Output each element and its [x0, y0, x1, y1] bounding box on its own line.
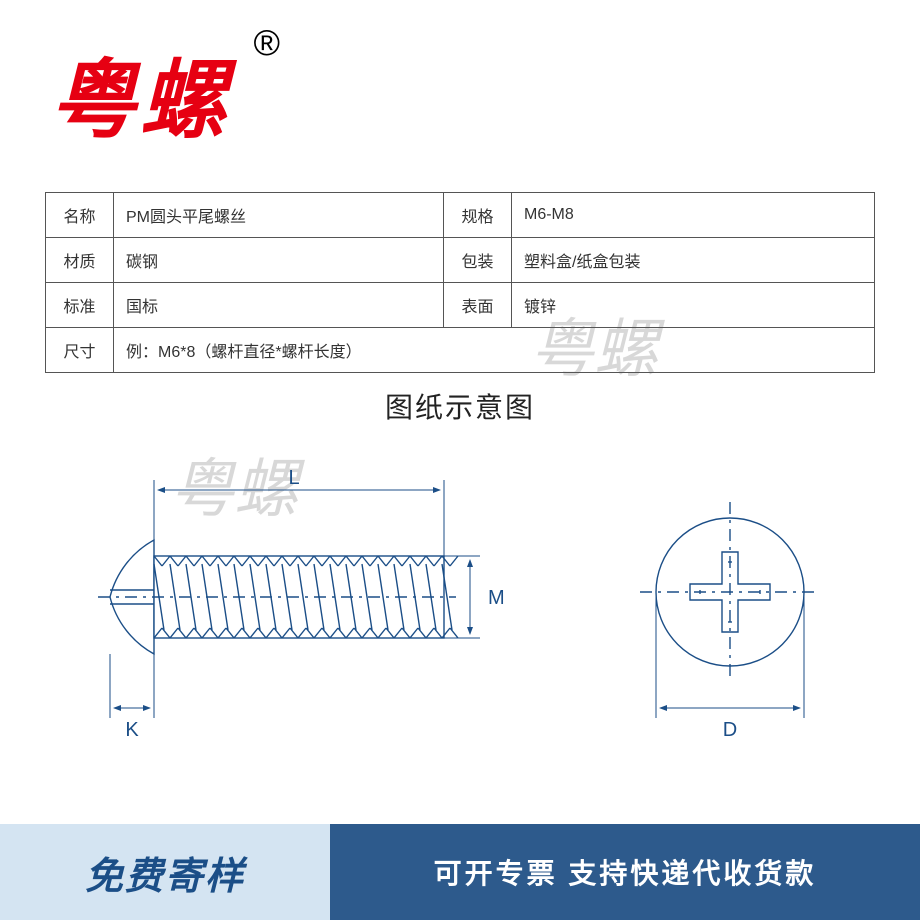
value-spec: M6-M8	[512, 193, 875, 238]
diagram-title: 图纸示意图	[0, 386, 920, 426]
dim-label-L: L	[288, 467, 299, 489]
value-package: 塑料盒/纸盒包装	[512, 238, 875, 283]
table-row: 尺寸 例：M6*8（螺杆直径*螺杆长度）	[46, 328, 875, 373]
spec-table: 名称 PM圆头平尾螺丝 规格 M6-M8 材质 碳钢 包装 塑料盒/纸盒包装 标…	[45, 192, 875, 373]
dim-label-M: M	[488, 587, 505, 609]
table-row: 材质 碳钢 包装 塑料盒/纸盒包装	[46, 238, 875, 283]
label-standard: 标准	[46, 283, 114, 328]
registered-mark-icon: ®	[253, 22, 280, 64]
footer-left-text: 免费寄样	[0, 824, 330, 920]
value-name: PM圆头平尾螺丝	[114, 193, 444, 238]
dim-label-D: D	[723, 719, 737, 741]
label-spec: 规格	[444, 193, 512, 238]
label-surface: 表面	[444, 283, 512, 328]
footer-right-text: 可开专票 支持快递代收货款	[330, 824, 920, 920]
table-row: 名称 PM圆头平尾螺丝 规格 M6-M8	[46, 193, 875, 238]
dim-label-K: K	[125, 719, 139, 741]
label-material: 材质	[46, 238, 114, 283]
value-size: 例：M6*8（螺杆直径*螺杆长度）	[114, 328, 875, 373]
brand-logo: 粤螺 ®	[50, 30, 230, 155]
value-standard: 国标	[114, 283, 444, 328]
label-package: 包装	[444, 238, 512, 283]
value-material: 碳钢	[114, 238, 444, 283]
label-name: 名称	[46, 193, 114, 238]
label-size: 尺寸	[46, 328, 114, 373]
value-surface: 镀锌	[512, 283, 875, 328]
footer-banner: 免费寄样 可开专票 支持快递代收货款	[0, 824, 920, 920]
logo-text: 粤螺	[50, 53, 230, 149]
technical-diagram: L M K D	[50, 440, 870, 780]
table-row: 标准 国标 表面 镀锌	[46, 283, 875, 328]
